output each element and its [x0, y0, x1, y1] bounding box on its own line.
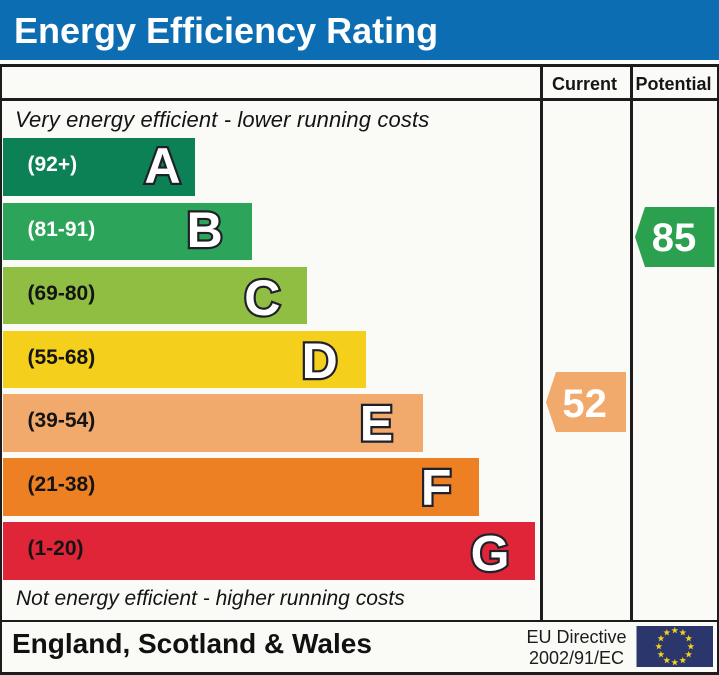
svg-text:E: E: [360, 396, 393, 452]
svg-text:G: G: [471, 525, 510, 581]
svg-text:A: A: [144, 138, 180, 194]
svg-text:F: F: [421, 459, 452, 515]
svg-text:B: B: [187, 202, 223, 258]
svg-text:C: C: [244, 270, 280, 326]
svg-text:52: 52: [562, 382, 607, 426]
svg-text:D: D: [302, 333, 338, 389]
svg-text:85: 85: [652, 216, 697, 260]
